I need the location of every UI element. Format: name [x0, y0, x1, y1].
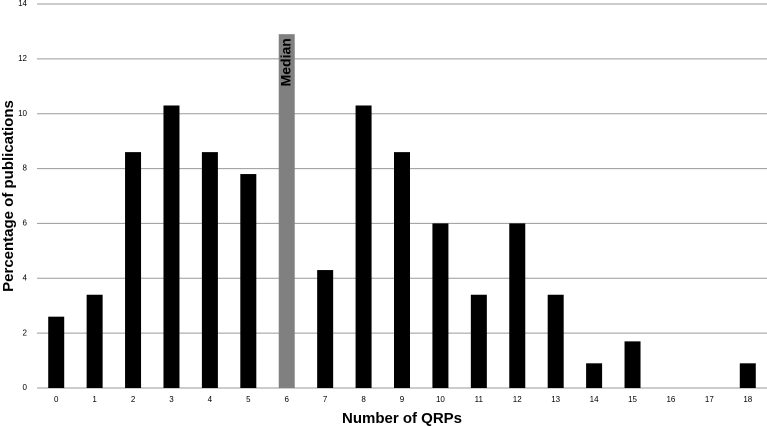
x-tick-label: 18	[743, 395, 752, 404]
y-tick-label: 12	[18, 54, 27, 63]
y-tick-label: 10	[18, 109, 27, 118]
y-tick-label: 8	[23, 164, 28, 173]
x-tick-label: 3	[169, 395, 174, 404]
x-tick-label: 10	[436, 395, 445, 404]
bar	[432, 223, 449, 388]
x-tick-label: 15	[628, 395, 637, 404]
x-tick-label: 4	[208, 395, 213, 404]
bar	[470, 294, 487, 388]
x-axis-title: Number of QRPs	[342, 410, 462, 427]
bar	[547, 294, 564, 388]
y-tick-label: 0	[23, 383, 28, 392]
bar	[163, 105, 180, 388]
x-tick-label: 0	[54, 395, 59, 404]
bar	[240, 174, 257, 388]
x-tick-label: 11	[475, 395, 484, 404]
annotation: Median	[277, 38, 293, 86]
y-tick-label: 6	[23, 219, 28, 228]
y-axis-title: Percentage of publications	[0, 100, 17, 292]
x-tick-label: 9	[400, 395, 405, 404]
x-tick-label: 12	[513, 395, 522, 404]
x-tick-label: 5	[246, 395, 251, 404]
x-tick-label: 16	[666, 395, 675, 404]
bar	[278, 34, 295, 389]
bar	[509, 223, 526, 388]
bar	[125, 152, 142, 388]
bar	[739, 363, 756, 388]
x-tick-label: 14	[590, 395, 599, 404]
bar	[317, 270, 334, 388]
y-tick-label: 14	[18, 0, 27, 8]
x-tick-label: 2	[131, 395, 136, 404]
x-tick-label: 17	[705, 395, 714, 404]
bar	[86, 294, 103, 388]
bar	[394, 152, 410, 388]
x-tick-label: 8	[361, 395, 366, 404]
bar	[586, 363, 603, 388]
y-tick-label: 4	[23, 273, 28, 282]
bar	[48, 316, 65, 388]
y-tick-label: 2	[23, 328, 28, 337]
bar	[355, 105, 372, 388]
x-tick-label: 13	[551, 395, 560, 404]
bar	[201, 152, 218, 388]
bar	[624, 341, 641, 388]
x-tick-label: 7	[323, 395, 328, 404]
x-tick-label: 6	[285, 395, 290, 404]
x-tick-label: 1	[92, 395, 97, 404]
